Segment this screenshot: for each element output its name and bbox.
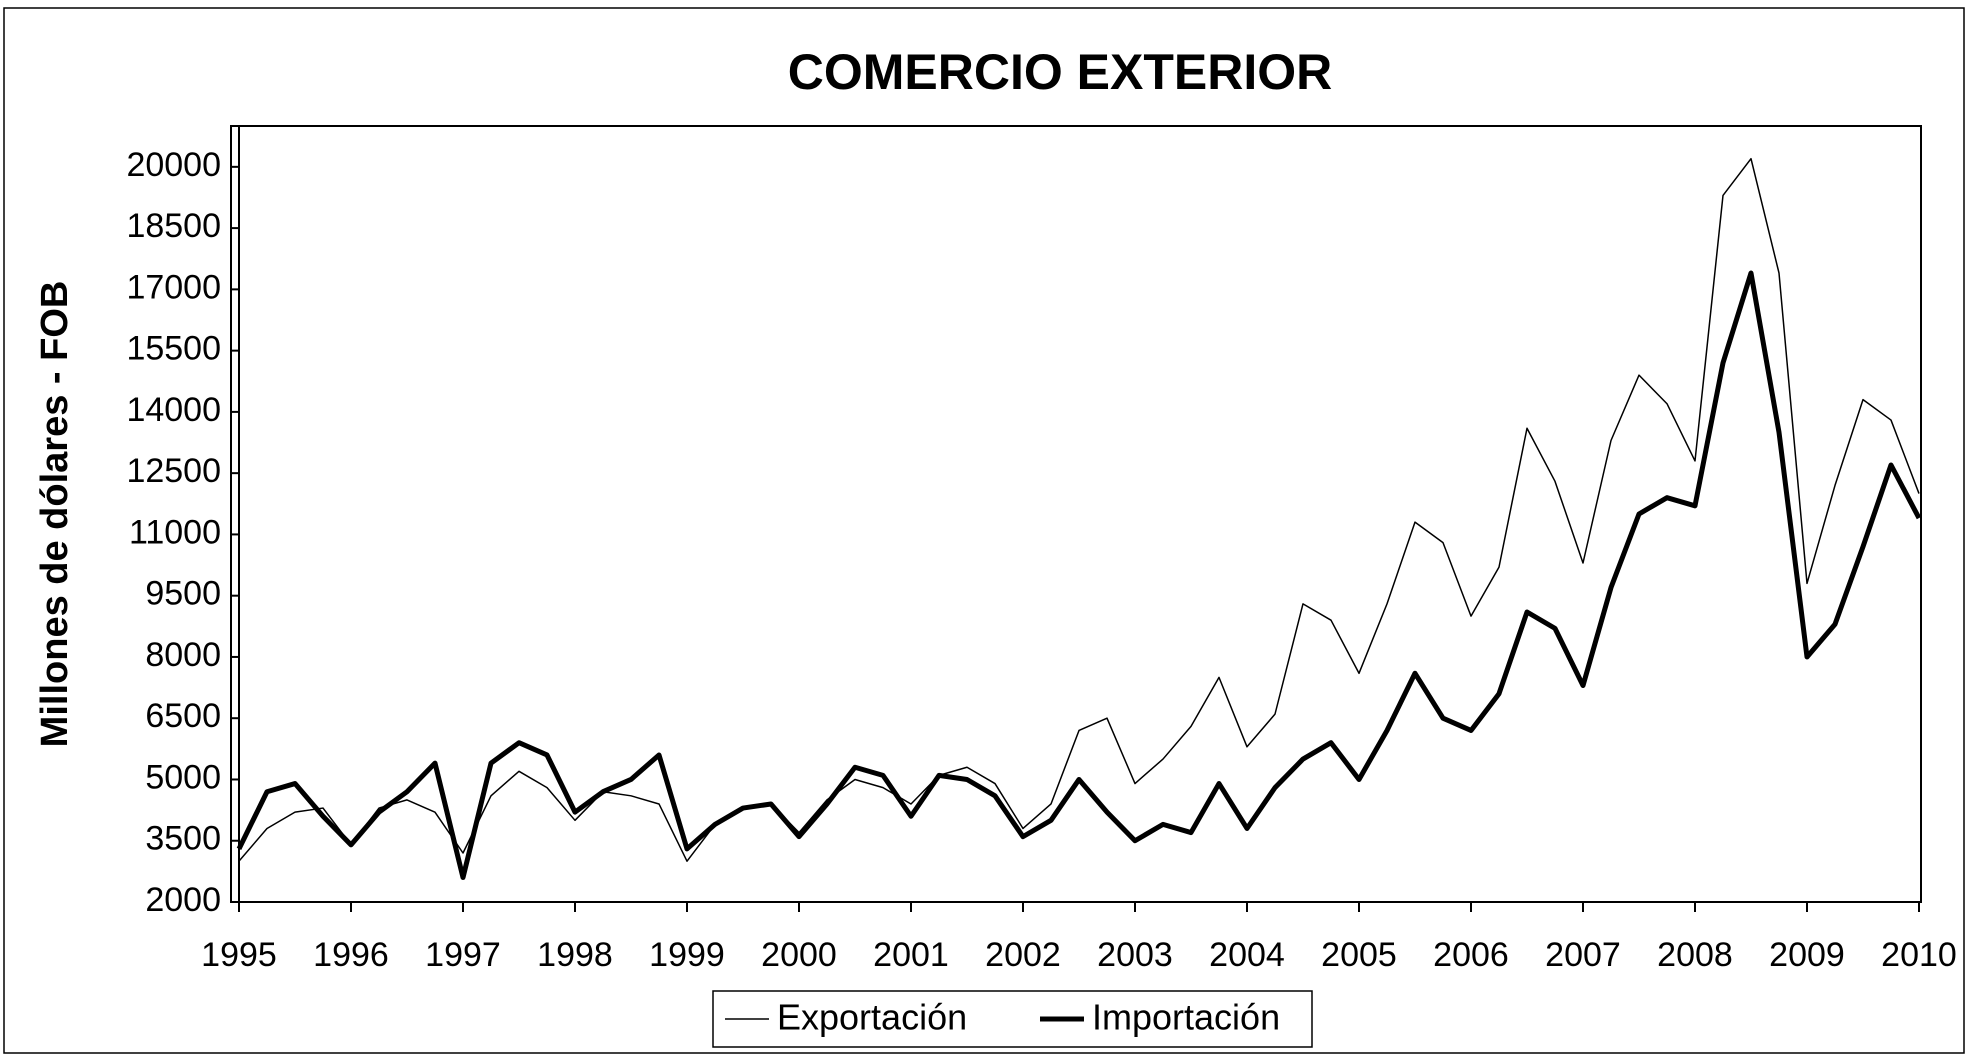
y-tick-label: 8000	[145, 636, 221, 674]
x-tick-label: 2003	[1097, 936, 1173, 974]
data-line	[236, 270, 1922, 880]
chart-border	[3, 7, 1965, 1054]
x-tick-label: 2002	[985, 936, 1061, 974]
y-tick-label: 5000	[145, 758, 221, 796]
x-tick-label: 2001	[873, 936, 949, 974]
y-tick-label: 3500	[145, 820, 221, 858]
x-tick-label: 2010	[1881, 936, 1957, 974]
x-tick-label: 2009	[1769, 936, 1845, 974]
data-line	[238, 157, 1920, 862]
y-tick-label: 20000	[126, 146, 221, 184]
x-tick-label: 2007	[1545, 936, 1621, 974]
x-tick-label: 1998	[537, 936, 613, 974]
x-tick-label: 2004	[1209, 936, 1285, 974]
legend	[712, 990, 1313, 1048]
x-tick-label: 1997	[425, 936, 501, 974]
x-tick-label: 2006	[1433, 936, 1509, 974]
plot-area	[230, 125, 1922, 903]
chart-title: COMERCIO EXTERIOR	[788, 44, 1332, 100]
y-tick-label: 11000	[129, 513, 221, 551]
y-axis-label: Millones de dólares - FOB	[34, 281, 76, 748]
legend-label: Importación	[1092, 997, 1280, 1038]
y-tick-label: 18500	[126, 207, 221, 245]
legend-label: Exportación	[777, 997, 967, 1038]
y-tick-label: 6500	[145, 697, 221, 735]
y-tick-label: 9500	[145, 575, 221, 613]
y-tick-label: 2000	[145, 881, 221, 919]
x-tick-label: 1996	[313, 936, 389, 974]
y-tick-label: 12500	[126, 452, 221, 490]
x-tick-label: 2008	[1657, 936, 1733, 974]
y-tick-label: 15500	[126, 330, 221, 368]
y-tick-label: 17000	[126, 268, 221, 306]
x-tick-label: 2000	[761, 936, 837, 974]
x-tick-label: 1995	[201, 936, 277, 974]
x-tick-label: 2005	[1321, 936, 1397, 974]
y-tick-label: 14000	[126, 391, 221, 429]
x-tick-label: 1999	[649, 936, 725, 974]
